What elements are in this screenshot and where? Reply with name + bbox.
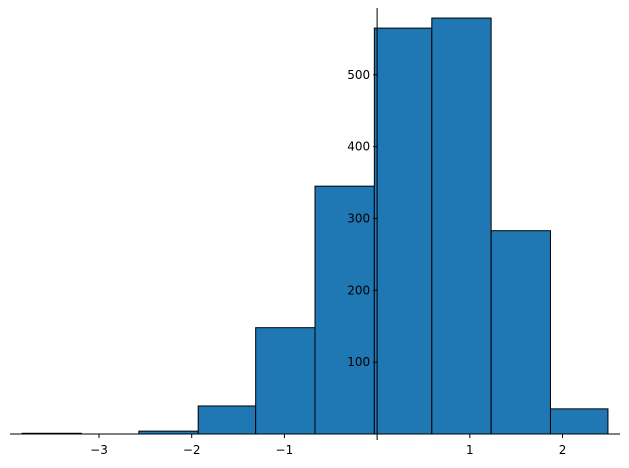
y-tick-label: 300: [347, 211, 370, 225]
bar: [490, 230, 551, 435]
y-tick-label: 100: [347, 355, 370, 369]
bar: [197, 405, 257, 435]
x-tick-label: 2: [559, 443, 567, 457]
bar: [373, 27, 433, 435]
bar: [431, 17, 492, 435]
y-tick-label: 500: [347, 68, 370, 82]
bar: [314, 185, 375, 435]
x-tick-label: −1: [276, 443, 294, 457]
bar: [255, 327, 316, 435]
x-tick-label: −2: [183, 443, 201, 457]
x-tick-label: 1: [466, 443, 474, 457]
bar: [549, 408, 609, 435]
x-tick-label: −3: [90, 443, 108, 457]
y-tick-label: 200: [347, 283, 370, 297]
y-tick-label: 400: [347, 140, 370, 154]
